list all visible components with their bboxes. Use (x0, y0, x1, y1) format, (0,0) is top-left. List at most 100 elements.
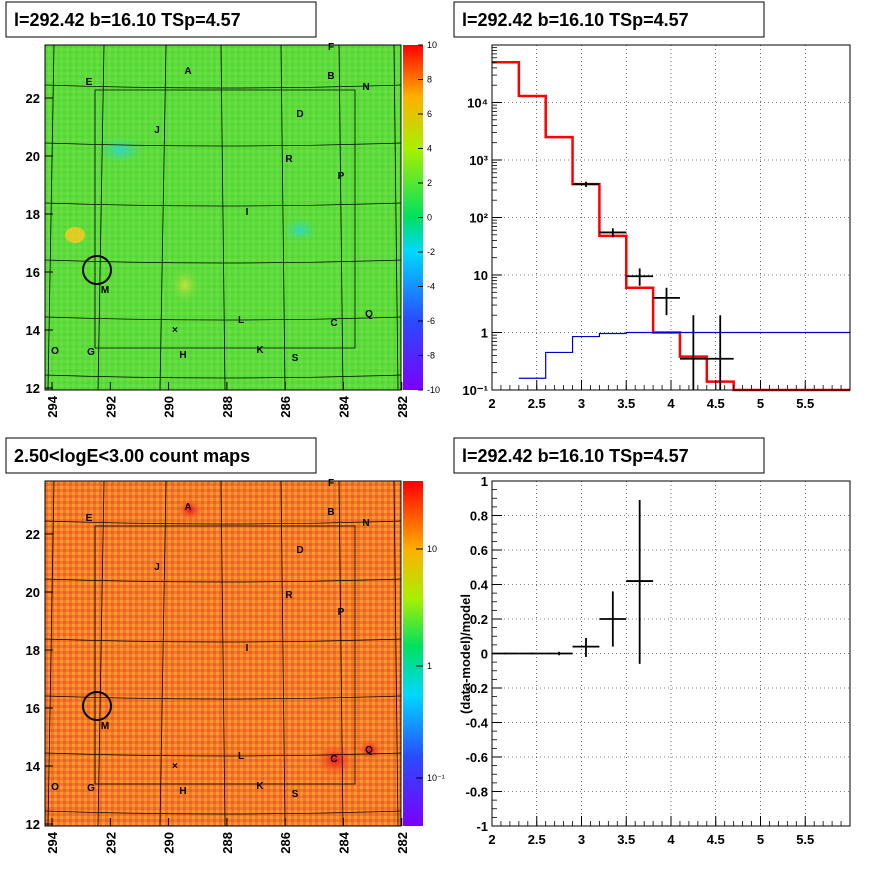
x-tick-label: 4 (667, 396, 675, 411)
grid-meridian (47, 44, 55, 391)
source-label-f: F (328, 478, 334, 489)
x-tick-label: 4.5 (707, 832, 725, 847)
x-tick-label: 3.5 (617, 396, 635, 411)
x-tick-label: 286 (278, 396, 293, 418)
source-label-h: H (179, 350, 186, 361)
y-tick-label: 16 (26, 701, 40, 716)
source-label-e: E (86, 513, 93, 524)
data-point (626, 268, 654, 286)
data-point (572, 181, 600, 187)
y-tick-label: 20 (26, 585, 40, 600)
x-tick-label: 3 (578, 832, 585, 847)
title-box-top-left: l=292.42 b=16.10 TSp=4.57 (5, 1, 317, 38)
y-tick-label: -0.4 (466, 716, 489, 731)
data-point (653, 287, 680, 316)
colorbar-tick-label: 1 (427, 661, 432, 671)
y-tick-label: 0.8 (470, 509, 488, 524)
grid-meridian (393, 480, 399, 827)
colorbar-tick-label: -8 (427, 351, 435, 361)
panel-title: l=292.42 b=16.10 TSp=4.57 (462, 10, 689, 30)
target-circle (82, 255, 112, 285)
y-tick-label: 1 (481, 474, 488, 489)
title-box-top-right: l=292.42 b=16.10 TSp=4.57 (453, 1, 765, 38)
data-point (679, 315, 707, 390)
source-label-e: E (86, 77, 93, 88)
grid-parallel (44, 695, 402, 700)
map-frame (44, 44, 402, 391)
colorbar-tick-label: 10 (427, 544, 437, 554)
y-tick-label: 0.2 (470, 612, 488, 627)
x-tick-label: 5.5 (796, 832, 814, 847)
source-label-f: F (328, 42, 334, 53)
colorbar-bottom-left (403, 481, 423, 826)
grid-parallel (44, 752, 402, 757)
x-tick-label: 2 (488, 832, 495, 847)
x-tick-label: 288 (220, 396, 235, 418)
panel-title: 2.50<logE<3.00 count maps (14, 446, 250, 466)
x-marker: × (172, 325, 178, 336)
x-marker: × (172, 761, 178, 772)
grid-meridian (97, 44, 105, 391)
source-label-d: D (296, 109, 303, 120)
grid-meridian (393, 44, 399, 391)
model-step-line (492, 61, 850, 392)
colorbar-tick-label: 8 (427, 75, 432, 85)
colorbar-tick-label: 10⁻¹ (427, 773, 445, 783)
source-label-m: M (101, 721, 109, 732)
colorbar-tick-label: -2 (427, 247, 435, 257)
source-label-j: J (154, 562, 160, 573)
source-label-b: B (327, 71, 334, 82)
grid-meridian (220, 44, 226, 391)
y-tick-label: 18 (26, 207, 40, 222)
x-tick-label: 292 (103, 832, 118, 854)
y-tick-label: 0 (481, 647, 488, 662)
source-label-n: N (362, 82, 369, 93)
grid-parallel (44, 316, 402, 321)
colorbar-tick-label: 0 (427, 213, 432, 223)
y-tick-label: 10³ (469, 153, 488, 168)
x-tick-label: 2.5 (528, 832, 546, 847)
source-label-k: K (256, 781, 264, 792)
source-label-g: G (87, 347, 95, 358)
x-tick-label: 3 (578, 396, 585, 411)
y-tick-label: 16 (26, 265, 40, 280)
source-label-m: M (101, 285, 109, 296)
x-tick-label: 5 (757, 396, 764, 411)
y-tick-label: 10 (474, 268, 488, 283)
x-tick-label: 282 (395, 832, 410, 854)
grid-meridian (338, 44, 344, 391)
grid-parallel (44, 202, 402, 207)
source-label-a: A (184, 502, 191, 513)
background-step-line (518, 331, 850, 379)
source-label-q: Q (365, 309, 373, 320)
x-tick-label: 290 (162, 832, 177, 854)
y-tick-label: 0.6 (470, 543, 488, 558)
plot-top-right: 2 2.5 3 3.5 4 4.5 5 5.5 10⁻¹ 1 10 10² 10³ 10⁴ (462, 44, 851, 411)
colorbar-tick-label: -6 (427, 316, 435, 326)
source-label-l: L (238, 751, 244, 762)
source-label-s: S (292, 789, 299, 800)
source-label-h: H (179, 786, 186, 797)
roi-box (94, 525, 356, 785)
source-label-k: K (256, 345, 264, 356)
x-tick-label: 4 (667, 832, 675, 847)
y-tick-label: 18 (26, 643, 40, 658)
source-label-p: P (338, 171, 345, 182)
grid-meridian (159, 480, 167, 827)
grid-meridian (220, 480, 226, 827)
source-label-i: I (246, 643, 249, 654)
data-point (706, 315, 734, 390)
source-label-b: B (327, 507, 334, 518)
data-point (626, 499, 654, 664)
grid-parallel (44, 84, 402, 89)
source-label-o: O (51, 782, 59, 793)
source-label-i: I (246, 207, 249, 218)
grid-parallel (44, 259, 402, 264)
y-tick-label: -0.2 (466, 681, 488, 696)
source-label-p: P (338, 607, 345, 618)
source-label-a: A (184, 66, 191, 77)
x-tick-label: 2 (488, 396, 495, 411)
panel-title: l=292.42 b=16.10 TSp=4.57 (14, 10, 241, 30)
y-tick-label: 10² (469, 211, 488, 226)
